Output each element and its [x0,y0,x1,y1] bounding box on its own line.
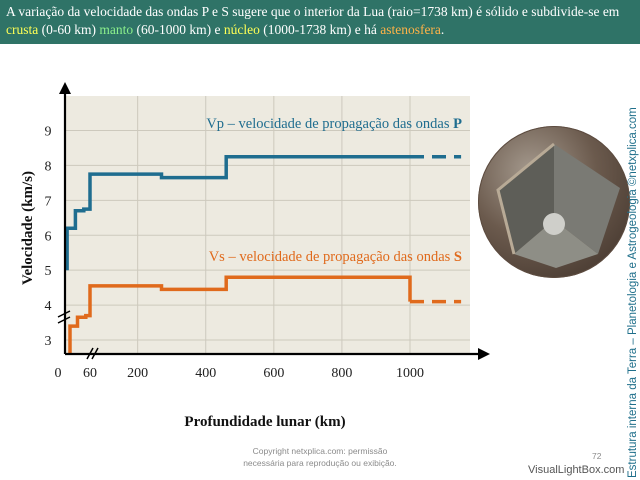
caption-nucleo: núcleo [223,22,260,37]
x-tick-label: 1000 [396,366,424,381]
moon-mantle-face-right [554,144,620,254]
x-axis-title: Profundidade lunar (km) [184,414,345,430]
y-tick-label: 4 [45,299,52,314]
caption-text-3: (60-1000 km) e [133,22,224,37]
grid-lines [65,96,470,354]
data-series [65,154,462,354]
caption-manto: manto [99,22,134,37]
caption-text-2: (0-60 km) [38,22,100,37]
sidebar-credit-text: Estrutura interna da Terra – Planetologi… [627,107,639,478]
x-axis-break-2 [91,347,99,360]
moon-mantle-face-bottom [514,220,598,268]
y-tick-label: 5 [45,264,52,279]
y-tick-label: 3 [45,334,52,349]
y-tick-label: 7 [45,194,52,209]
y-tick-label: 9 [45,124,52,139]
x-axis-arrow [478,348,490,360]
caption-astenosfera: astenosfera [380,22,441,37]
y-tick-label: 8 [45,159,52,174]
watermark: VisualLightBox.com [528,464,625,476]
x-tick-label: 800 [331,366,352,381]
vs-label-main: Vs – velocidade de propagação das ondas [209,249,454,265]
x-tick-label: 600 [263,366,284,381]
y-axis-title: Velocidade (km/s) [20,171,36,285]
x-axis-break-1 [86,347,94,360]
slide-caption: A variação da velocidade das ondas P e S… [0,0,640,44]
y-tick-labels: 3 4 5 6 7 8 9 [45,124,52,349]
moon-interior-section [496,142,620,268]
moon-crust-edge [496,142,555,255]
vp-label-main: Vp – velocidade de propagação das ondas [206,116,453,132]
caption-text-4: (1000-1738 km) e há [259,22,381,37]
moon-mantle-face-left [498,144,554,254]
velocity-chart: 3 4 5 6 7 8 9 0 60 200 400 600 800 1000 Velocidade (… [20,82,490,430]
x-tick-labels: 0 60 200 400 600 800 1000 [55,366,425,381]
sidebar-credit: Estrutura interna da Terra – Planetologi… [616,60,639,480]
series-line-vp [65,154,410,271]
caption-crusta: crusta [6,22,39,37]
x-tick-label: 0 [55,366,62,381]
x-tick-label: 400 [195,366,216,381]
plot-background [65,96,470,354]
caption-text-5: . [440,22,445,37]
y-axis-arrow [59,82,71,94]
moon-cutaway-image [478,126,630,278]
copyright-note: Copyright netxplica.com: permissão neces… [220,445,420,469]
moon-core [543,213,565,235]
copyright-line-2: necessária para reprodução ou exibição. [243,458,397,468]
copyright-line-1: Copyright netxplica.com: permissão [252,446,388,456]
y-axis-break-2 [57,316,71,324]
y-tick-label: 6 [45,229,52,244]
series-line-vs [68,275,412,354]
page-number: 72 [592,451,602,461]
y-axis-break-1 [57,310,71,318]
vs-label-letter: S [454,249,462,265]
x-tick-label: 200 [127,366,148,381]
vp-label-letter: P [453,116,462,132]
vs-series-label: Vs – velocidade de propagação das ondas … [209,249,462,265]
x-tick-label: 60 [83,366,97,381]
caption-text-1: A variação da velocidade das ondas P e S… [6,4,620,19]
axes [57,82,490,360]
vp-series-label: Vp – velocidade de propagação das ondas … [206,116,462,132]
